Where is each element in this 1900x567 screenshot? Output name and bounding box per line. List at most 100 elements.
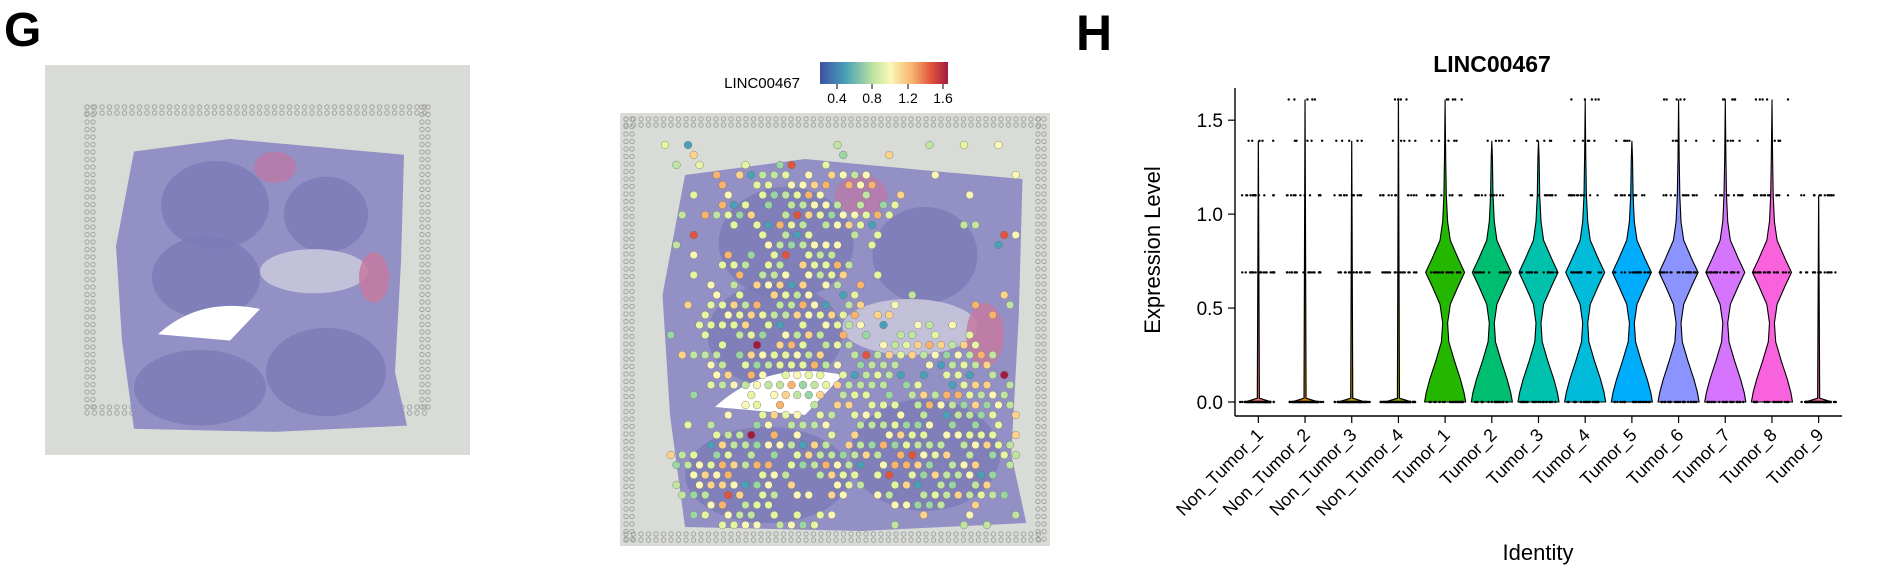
fiducial-spot: [271, 104, 278, 110]
data-point: [1597, 400, 1600, 404]
fiducial-spot: [1041, 138, 1047, 145]
fiducial-spot: [713, 537, 719, 543]
fiducial-spot: [908, 531, 914, 537]
fiducial-spot: [629, 303, 635, 310]
violin-body: [1423, 99, 1467, 403]
fiducial-spot: [629, 258, 635, 265]
data-point: [1812, 194, 1816, 197]
data-point: [1455, 271, 1459, 274]
expression-spot: [793, 430, 802, 440]
expression-spot: [1000, 490, 1009, 500]
expression-spot: [885, 490, 894, 500]
fiducial-spot: [780, 531, 787, 537]
expression-spot: [873, 450, 882, 460]
expression-spot: [781, 350, 790, 360]
fiducial-spot: [623, 161, 629, 167]
fiducial-spot: [743, 116, 749, 122]
fiducial-spot: [623, 333, 629, 340]
expression-spot: [764, 420, 773, 430]
violin-group: [1799, 194, 1838, 404]
expression-spot: [982, 360, 992, 370]
fiducial-spot: [114, 104, 120, 110]
expression-spot: [678, 210, 687, 220]
expression-spot: [965, 430, 974, 440]
data-point: [1486, 139, 1489, 142]
fiducial-spot: [705, 116, 712, 122]
fiducial-spot: [256, 110, 263, 116]
data-point: [1491, 194, 1494, 197]
data-point: [1631, 271, 1634, 274]
data-point: [1708, 400, 1711, 404]
fiducial-spot: [1035, 446, 1041, 452]
fiducial-spot: [425, 336, 431, 343]
fiducial-spot: [623, 258, 629, 265]
expression-spot: [660, 140, 670, 150]
expression-spot: [758, 370, 767, 380]
fiducial-spot: [930, 531, 937, 537]
expression-spot: [896, 370, 905, 380]
fiducial-spot: [84, 171, 90, 178]
fiducial-spot: [301, 104, 308, 110]
expression-spot: [735, 270, 744, 280]
fiducial-spot: [773, 116, 779, 122]
data-point: [1451, 194, 1454, 197]
data-point: [1742, 400, 1745, 404]
fiducial-spot: [893, 531, 899, 537]
expression-spot: [931, 450, 940, 460]
data-point: [1409, 400, 1412, 404]
expression-spot: [747, 390, 756, 400]
expression-spot: [885, 430, 894, 440]
fiducial-spot: [90, 179, 96, 185]
fiducial-spot: [419, 336, 425, 343]
expression-spot: [752, 400, 762, 410]
data-point: [1685, 194, 1688, 197]
expression-spot: [752, 420, 762, 430]
fiducial-spot: [425, 261, 431, 268]
fiducial-spot: [419, 269, 425, 275]
x-axis-label: Identity: [1503, 540, 1574, 565]
expression-spot: [758, 230, 767, 240]
fiducial-spot: [735, 122, 742, 128]
fiducial-spot: [623, 476, 629, 482]
expression-spot: [816, 270, 825, 280]
data-point: [1543, 139, 1546, 142]
fiducial-spot: [90, 374, 96, 380]
expression-spot: [954, 390, 963, 400]
expression-spot: [913, 400, 923, 410]
fiducial-spot: [1035, 258, 1041, 265]
expression-spot: [770, 450, 779, 460]
expression-spot: [770, 470, 779, 480]
fiducial-spot: [930, 116, 937, 122]
fiducial-spot: [419, 366, 425, 373]
fiducial-spot: [369, 110, 375, 116]
data-point: [1800, 400, 1803, 404]
data-point: [1829, 271, 1832, 274]
expression-spot: [752, 180, 762, 190]
data-point: [1554, 400, 1557, 404]
expression-spot: [913, 380, 923, 390]
fiducial-spot: [1035, 333, 1041, 340]
fiducial-spot: [90, 119, 96, 125]
fiducial-spot: [419, 239, 425, 245]
data-point: [1248, 271, 1252, 274]
expression-spot: [793, 410, 802, 420]
expression-spot: [1011, 430, 1020, 440]
fiducial-spot: [84, 314, 90, 320]
fiducial-spot: [1035, 513, 1041, 520]
y-axis-label: Expression Level: [1140, 166, 1165, 334]
expression-spot: [994, 440, 1003, 450]
fiducial-spot: [629, 153, 635, 160]
expression-spot: [885, 350, 894, 360]
fiducial-spot: [256, 104, 263, 110]
expression-spot: [821, 260, 831, 270]
expression-spot: [959, 460, 969, 470]
expression-spot: [931, 170, 940, 180]
fiducial-spot: [316, 110, 323, 116]
expression-spot: [850, 390, 859, 400]
violin-body: [1291, 99, 1319, 403]
fiducial-spot: [151, 110, 158, 116]
fiducial-spot: [84, 269, 90, 275]
expression-spot: [747, 510, 756, 520]
data-point: [1676, 400, 1679, 404]
expression-spot: [689, 510, 698, 520]
